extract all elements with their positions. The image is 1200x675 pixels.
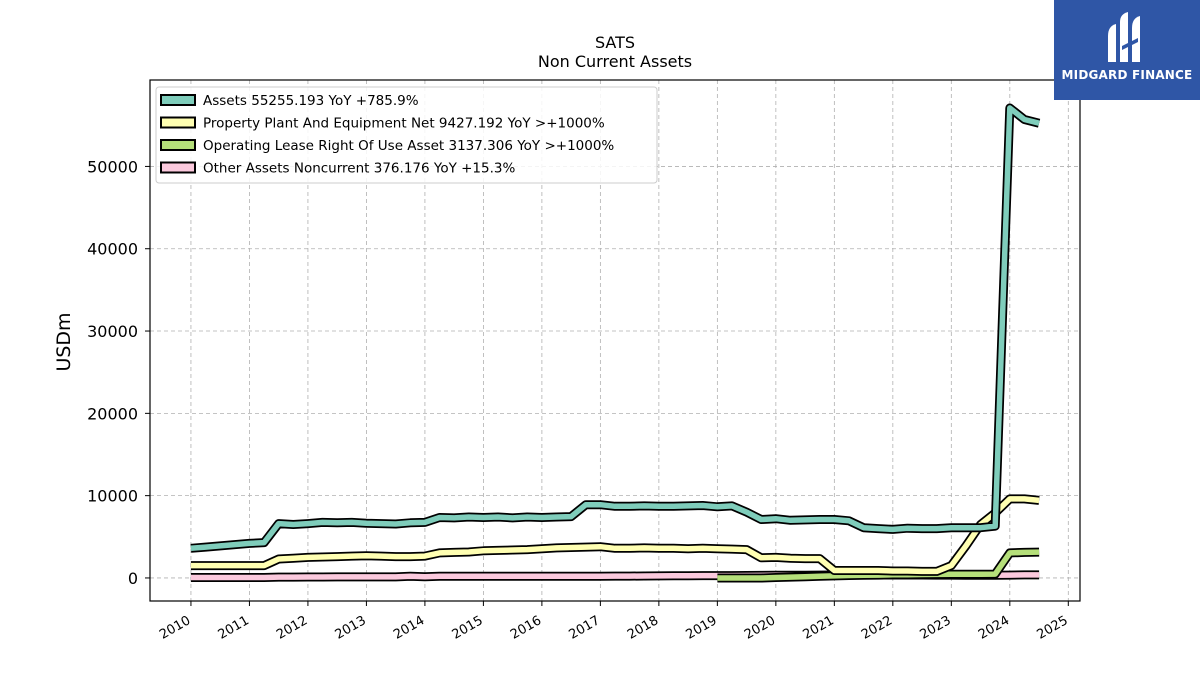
x-tick-label: 2023 <box>917 613 953 643</box>
series-line <box>190 496 1040 575</box>
y-tick-label: 30000 <box>87 322 138 341</box>
chart-subtitle: Non Current Assets <box>538 52 692 71</box>
series-layer <box>190 103 1041 583</box>
legend-entry: Property Plant And Equipment Net 9427.19… <box>203 116 605 132</box>
series-2 <box>190 494 1040 576</box>
brand-logo: MIDGARD FINANCE <box>1054 0 1200 100</box>
x-tick-label: 2015 <box>450 613 486 643</box>
x-tick-label: 2011 <box>216 613 252 643</box>
y-tick-label: 0 <box>128 569 138 588</box>
x-tick-label: 2020 <box>742 613 778 643</box>
chart-title: SATS <box>595 33 635 52</box>
legend-box <box>155 86 658 184</box>
x-tick-label: 2022 <box>859 613 895 643</box>
x-tick-label: 2013 <box>333 613 369 643</box>
x-tick-label: 2024 <box>976 613 1012 643</box>
x-tick-label: 2021 <box>801 613 837 643</box>
x-tick-label: 2010 <box>157 613 193 643</box>
y-axis-label: USDm <box>53 312 75 371</box>
x-tick-label: 2014 <box>391 613 427 643</box>
legend-entry: Operating Lease Right Of Use Asset 3137.… <box>203 138 614 154</box>
x-tick-label: 2016 <box>508 613 544 643</box>
x-tick-label: 2019 <box>684 613 720 643</box>
y-tick-label: 50000 <box>87 157 138 176</box>
legend-swatch <box>160 94 196 106</box>
x-tick-label: 2025 <box>1034 613 1070 643</box>
plot-frame <box>149 79 1081 602</box>
x-tick-label: 2012 <box>274 613 310 643</box>
brand-name: MIDGARD FINANCE <box>1061 68 1193 82</box>
x-tick-label: 2018 <box>625 613 661 643</box>
y-tick-label: 40000 <box>87 240 138 259</box>
series-3 <box>717 547 1040 583</box>
series-1 <box>190 103 1041 553</box>
legend-entry: Other Assets Noncurrent 376.176 YoY +15.… <box>203 161 515 177</box>
y-tick-label: 20000 <box>87 404 138 423</box>
brand-mark-icon <box>1108 12 1140 62</box>
legend-swatch <box>160 161 196 174</box>
y-tick-label: 10000 <box>87 487 138 506</box>
x-tick-label: 2017 <box>567 613 603 643</box>
legend-swatch <box>160 139 196 151</box>
legend-entry: Assets 55255.193 YoY +785.9% <box>203 93 419 109</box>
series-line <box>190 105 1040 552</box>
series-line <box>717 549 1040 581</box>
legend: Assets 55255.193 YoY +785.9% Property Pla… <box>155 86 658 184</box>
legend-swatch <box>160 116 196 129</box>
